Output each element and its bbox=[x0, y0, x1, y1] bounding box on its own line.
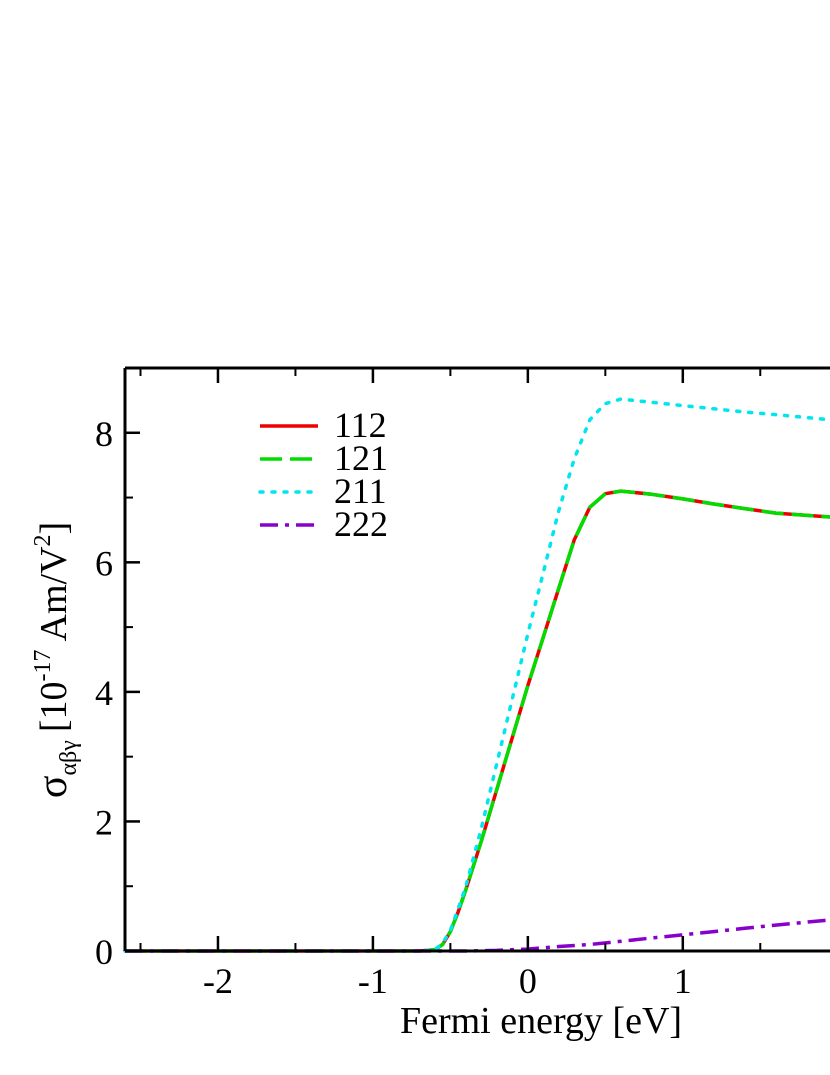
legend-label-112: 112 bbox=[334, 405, 387, 445]
legend-label-211: 211 bbox=[334, 471, 387, 511]
series-line-121 bbox=[125, 489, 830, 953]
y-axis-label-exponent: -17 bbox=[30, 649, 56, 681]
y-axis-label-unit-exponent: 2 bbox=[30, 534, 56, 546]
legend-label-121: 121 bbox=[334, 438, 388, 478]
y-tick-label: 2 bbox=[95, 802, 113, 842]
y-axis-label-text: [10 bbox=[33, 681, 75, 732]
x-tick-label: -2 bbox=[203, 961, 233, 1001]
y-axis-label-close: ] bbox=[33, 522, 75, 535]
legend-label-222: 222 bbox=[334, 504, 388, 544]
y-axis-label: σαβγ [10-17 Am/V2] bbox=[30, 522, 82, 798]
y-tick-label: 0 bbox=[95, 932, 113, 972]
y-axis-label-unit: Am/V bbox=[33, 546, 75, 642]
x-tick-label: 0 bbox=[519, 961, 537, 1001]
x-axis-label: Fermi energy [eV] bbox=[400, 1000, 682, 1042]
x-tick-label: -1 bbox=[358, 961, 388, 1001]
x-tick-label: 1 bbox=[674, 961, 692, 1001]
y-axis-label-subscript: αβγ bbox=[56, 740, 82, 776]
tick-layer: -2 -1 0 1 0 2 4 6 8 bbox=[95, 368, 762, 1001]
y-axis-label-symbol: σ bbox=[30, 776, 76, 799]
series-line-211 bbox=[123, 397, 830, 953]
plot-frame bbox=[123, 366, 830, 953]
y-tick-label: 4 bbox=[95, 673, 113, 713]
y-tick-label: 6 bbox=[95, 543, 113, 583]
y-tick-label: 8 bbox=[95, 414, 113, 454]
